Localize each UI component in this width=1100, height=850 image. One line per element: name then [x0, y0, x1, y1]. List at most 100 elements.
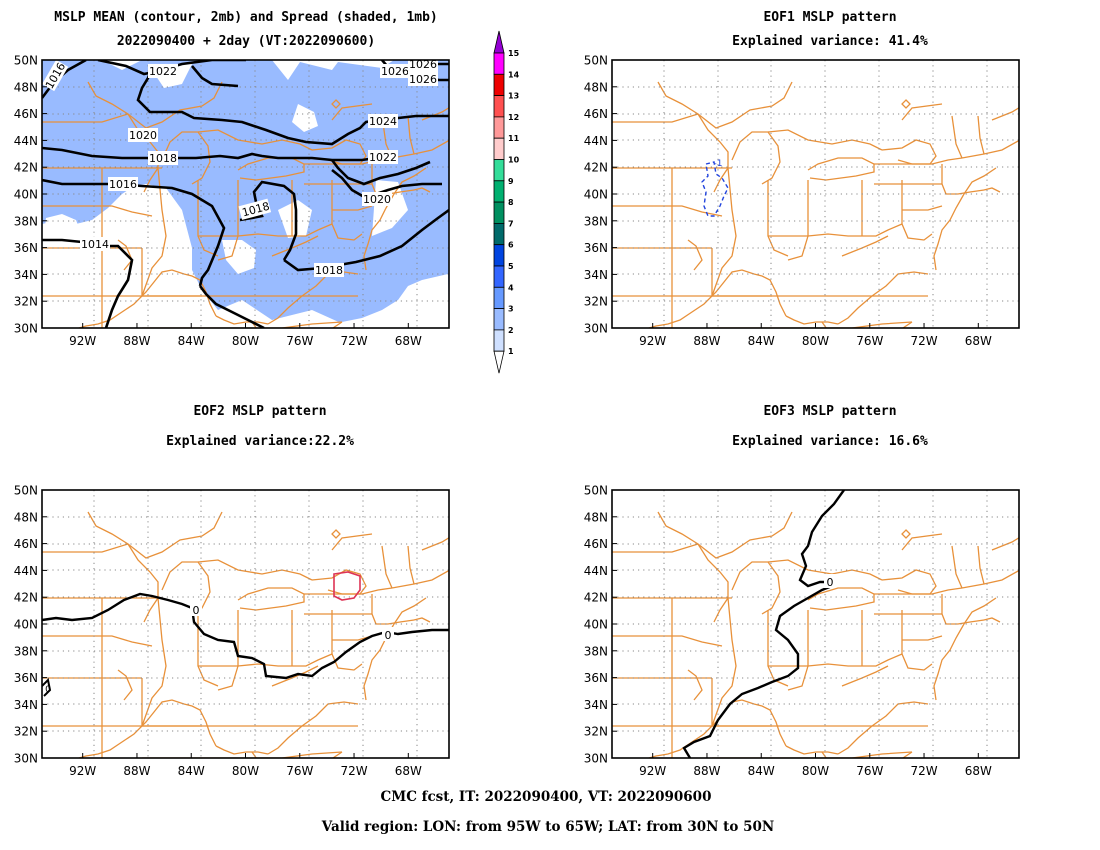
contour-label: 1018 — [315, 264, 343, 277]
contour-label: 0 — [193, 604, 200, 617]
lat-tick-label: 32N — [584, 295, 608, 309]
colorbar-segment — [493, 329, 505, 352]
lon-tick-label: 72W — [910, 764, 937, 778]
lat-tick-label: 44N — [14, 564, 38, 578]
footer-forecast-info: CMC fcst, IT: 2022090400, VT: 2022090600 — [380, 789, 712, 805]
colorbar-segment — [493, 116, 505, 139]
lat-tick-label: 34N — [584, 698, 608, 712]
lat-tick-label: 30N — [14, 322, 38, 336]
contour-label: 1018 — [149, 152, 177, 165]
colorbar-segment — [493, 137, 505, 160]
colorbar-min-arrow — [493, 350, 505, 374]
panel-eof1: -1 30N 32N 34N 36N 38N 40N 42N 44N 46N 48N 50N 92W 8… — [584, 54, 1020, 348]
colorbar-segment — [493, 52, 505, 75]
panel-eof2-title: EOF2 MSLP pattern — [193, 404, 327, 419]
contour-label: 0 — [45, 685, 51, 695]
contour-label: -1 — [714, 159, 723, 169]
lon-tick-label: 68W — [395, 334, 422, 348]
lat-tick-label: 38N — [584, 644, 608, 658]
contour-label: 1024 — [369, 115, 397, 128]
panel-eof1-title: EOF1 MSLP pattern — [763, 10, 897, 25]
lon-tick-label: 68W — [965, 334, 992, 348]
panel-mean: 1016 1022 1026 1026 1026 1020 1024 1018 … — [14, 54, 450, 348]
colorbar-level-label: 5 — [508, 262, 514, 271]
lat-tick-label: 36N — [584, 671, 608, 685]
eof2-edge-line — [42, 677, 52, 697]
colorbar-segment — [493, 180, 505, 203]
lat-tick-label: 32N — [14, 295, 38, 309]
lat-tick-label: 42N — [584, 161, 608, 175]
lon-tick-label: 80W — [232, 764, 259, 778]
lat-tick-label: 32N — [14, 725, 38, 739]
lat-tick-label: 32N — [584, 725, 608, 739]
panel-eof1-subtitle: Explained variance: 41.4% — [732, 34, 928, 49]
axis-labels: 30N 32N 34N 36N 38N 40N 42N 44N 46N 48N 50N 92W 88W 8… — [584, 484, 992, 779]
lat-tick-label: 40N — [584, 618, 608, 632]
lat-tick-label: 42N — [14, 591, 38, 605]
lon-tick-label: 92W — [639, 764, 666, 778]
panel-eof2-subtitle: Explained variance:22.2% — [166, 434, 354, 449]
colorbar-segment — [493, 73, 505, 97]
lon-tick-label: 76W — [286, 334, 313, 348]
contour-label: 1016 — [109, 178, 137, 191]
lon-tick-label: 88W — [123, 764, 150, 778]
lat-tick-label: 40N — [584, 188, 608, 202]
colorbar-level-label: 3 — [508, 305, 514, 314]
lat-tick-label: 36N — [584, 241, 608, 255]
lat-tick-label: 46N — [14, 537, 38, 551]
colorbar-segment — [493, 286, 505, 309]
lat-tick-label: 34N — [14, 268, 38, 282]
contour-label: 1020 — [363, 193, 391, 206]
lat-tick-label: 38N — [14, 644, 38, 658]
lon-tick-label: 92W — [639, 334, 666, 348]
axis-labels: 30N 32N 34N 36N 38N 40N 42N 44N 46N 48N 50N 92W 88W 8… — [14, 484, 422, 779]
lat-tick-label: 48N — [14, 510, 38, 524]
eof3-zero-line — [682, 490, 845, 758]
colorbar-level-label: 13 — [508, 92, 519, 101]
lat-tick-label: 40N — [14, 618, 38, 632]
lon-tick-label: 76W — [286, 764, 313, 778]
lon-tick-label: 80W — [802, 334, 829, 348]
lon-tick-label: 88W — [693, 334, 720, 348]
lon-tick-label: 84W — [178, 334, 205, 348]
contour-label: 1026 — [381, 65, 409, 78]
panel-eof3: 0 30N 32N 34N 36N 38N 40N 42N 44N 46N 48N 50N 92W 88… — [584, 484, 1020, 779]
lat-tick-label: 48N — [584, 510, 608, 524]
lat-tick-label: 46N — [584, 537, 608, 551]
lat-tick-label: 40N — [14, 188, 38, 202]
lon-tick-label: 88W — [123, 334, 150, 348]
colorbar-segment — [493, 308, 505, 331]
lat-tick-label: 44N — [584, 564, 608, 578]
lon-tick-label: 84W — [178, 764, 205, 778]
lat-tick-label: 50N — [584, 484, 608, 498]
lon-tick-label: 88W — [693, 764, 720, 778]
spread-shading: 1016 1022 1026 1026 1026 1020 1024 1018 … — [42, 60, 449, 328]
lat-tick-label: 44N — [584, 134, 608, 148]
colorbar-level-label: 10 — [508, 156, 520, 165]
lon-tick-label: 92W — [69, 764, 96, 778]
lat-tick-label: 42N — [14, 161, 38, 175]
lat-tick-label: 48N — [584, 80, 608, 94]
contour-label: 1014 — [81, 238, 109, 251]
contour-label: 0 — [385, 629, 392, 642]
eof1-contour — [701, 161, 729, 217]
colorbar-segment — [493, 159, 505, 182]
panel-eof2: 0 0 0 30N 32N 34N 36N 38N 40N 42N 44N 46N 48N 50N 9… — [14, 484, 450, 779]
lat-tick-label: 34N — [14, 698, 38, 712]
colorbar-segment — [493, 201, 505, 224]
lat-tick-label: 42N — [584, 591, 608, 605]
lon-tick-label: 80W — [802, 764, 829, 778]
colorbar-level-label: 14 — [508, 70, 520, 79]
lon-tick-label: 84W — [748, 764, 775, 778]
colorbar-level-label: 6 — [508, 241, 514, 250]
panel-eof3-title: EOF3 MSLP pattern — [763, 404, 897, 419]
lon-tick-label: 84W — [748, 334, 775, 348]
colorbar-segment — [493, 244, 505, 267]
colorbar-segment — [493, 222, 505, 246]
lat-tick-label: 36N — [14, 671, 38, 685]
colorbar-level-label: 15 — [508, 49, 520, 58]
lat-tick-label: 50N — [14, 54, 38, 68]
lon-tick-label: 80W — [232, 334, 259, 348]
